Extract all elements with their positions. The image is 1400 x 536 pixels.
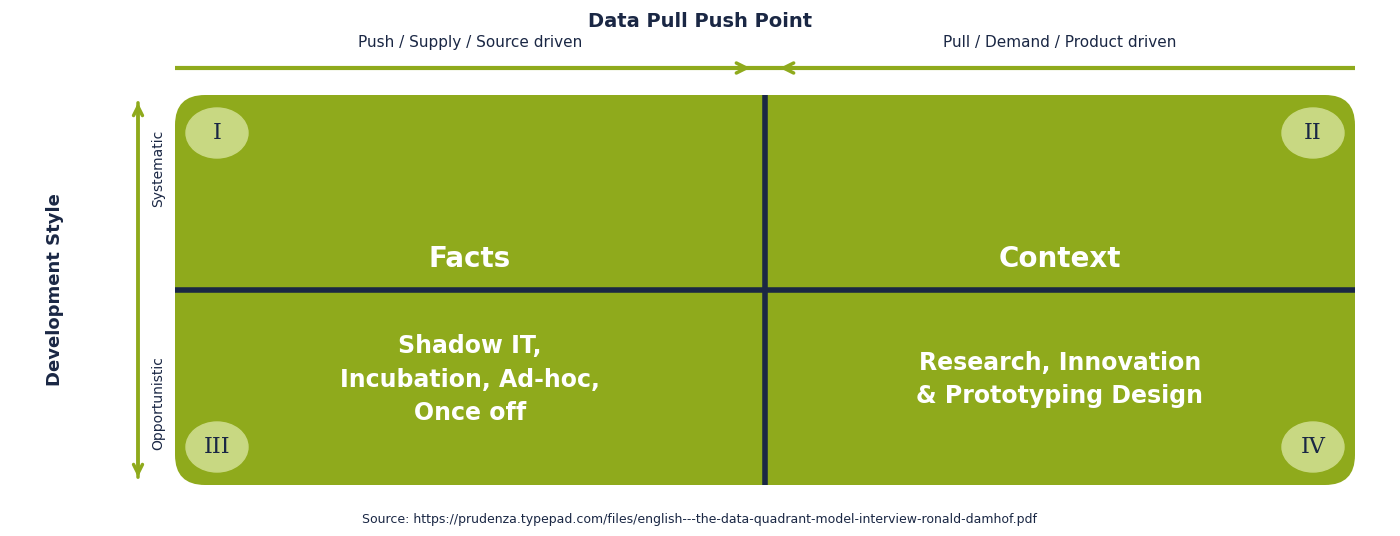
Text: Shadow IT,
Incubation, Ad-hoc,
Once off: Shadow IT, Incubation, Ad-hoc, Once off (340, 334, 601, 425)
Text: Systematic: Systematic (151, 130, 165, 207)
FancyBboxPatch shape (175, 95, 1355, 485)
Text: Opportunistic: Opportunistic (151, 356, 165, 450)
Text: Research, Innovation
& Prototyping Design: Research, Innovation & Prototyping Desig… (917, 351, 1204, 408)
Text: Development Style: Development Style (46, 193, 64, 386)
Ellipse shape (1282, 108, 1344, 158)
Text: Push / Supply / Source driven: Push / Supply / Source driven (358, 35, 582, 50)
Ellipse shape (186, 108, 248, 158)
Text: Pull / Demand / Product driven: Pull / Demand / Product driven (944, 35, 1176, 50)
Text: III: III (203, 436, 231, 458)
Ellipse shape (186, 422, 248, 472)
Text: Source: https://prudenza.typepad.com/files/english---the-data-quadrant-model-int: Source: https://prudenza.typepad.com/fil… (363, 513, 1037, 526)
Text: I: I (213, 122, 221, 144)
Text: Facts: Facts (428, 245, 511, 273)
Text: Data Pull Push Point: Data Pull Push Point (588, 12, 812, 31)
Ellipse shape (1282, 422, 1344, 472)
Text: Context: Context (998, 245, 1121, 273)
Text: IV: IV (1301, 436, 1326, 458)
Text: II: II (1305, 122, 1322, 144)
